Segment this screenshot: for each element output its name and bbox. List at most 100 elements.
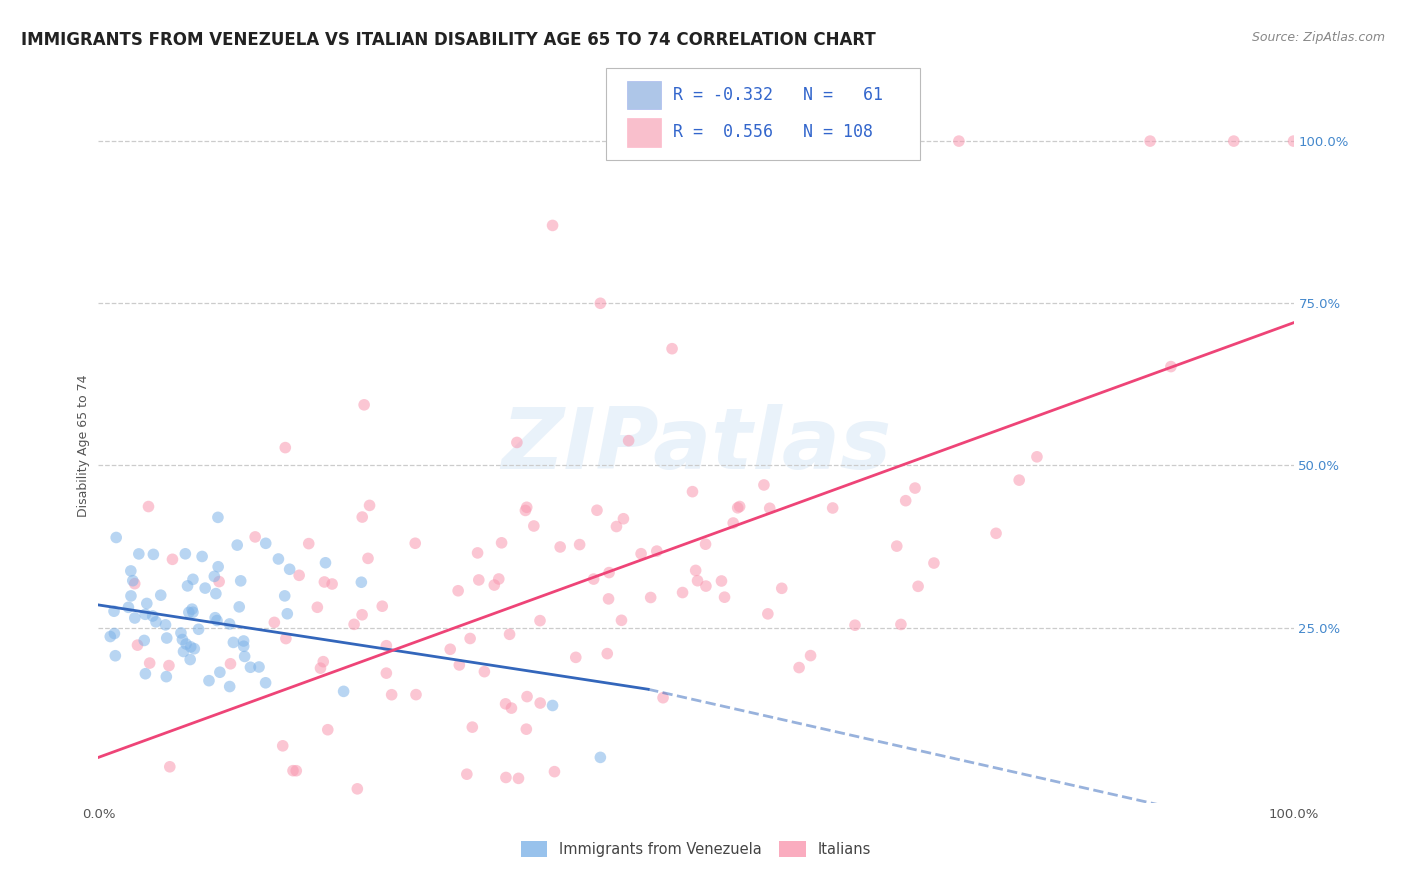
Point (288, 568, 311, 582)
Point (1160, 359, 1182, 374)
Point (523, 519, 546, 533)
Point (162, 552, 184, 566)
Point (103, 604, 125, 618)
Point (181, 572, 204, 586)
Point (467, 546, 489, 560)
Point (218, 616, 240, 631)
Point (191, 549, 214, 564)
Point (202, 569, 225, 583)
Point (278, 562, 301, 576)
Point (142, 609, 165, 624)
Point (568, 538, 591, 552)
Point (174, 547, 197, 561)
Point (138, 500, 160, 514)
Point (228, 599, 250, 614)
Point (181, 602, 204, 616)
Point (1223, 134, 1246, 148)
Point (352, 607, 374, 622)
Point (177, 606, 200, 620)
Point (157, 658, 180, 673)
Point (226, 538, 249, 552)
Point (208, 665, 231, 680)
Point (271, 739, 294, 753)
Point (172, 632, 194, 647)
Point (298, 536, 321, 550)
Point (105, 531, 128, 545)
Point (727, 500, 749, 515)
Point (180, 640, 202, 654)
Point (176, 579, 198, 593)
Point (274, 632, 297, 646)
Point (501, 701, 523, 715)
Point (468, 573, 491, 587)
Point (353, 398, 375, 412)
Point (205, 586, 228, 600)
Point (198, 673, 221, 688)
Point (135, 596, 157, 610)
Point (170, 626, 193, 640)
Point (346, 781, 368, 796)
Point (134, 633, 156, 648)
Point (948, 134, 970, 148)
Point (758, 501, 780, 516)
Point (491, 536, 513, 550)
Point (645, 544, 668, 558)
Point (155, 670, 177, 684)
Point (159, 760, 181, 774)
Point (610, 613, 633, 627)
Text: ZIPatlas: ZIPatlas (501, 404, 891, 488)
Point (179, 652, 201, 666)
Point (565, 650, 588, 665)
Point (104, 648, 127, 663)
Point (205, 614, 228, 628)
Point (543, 764, 565, 779)
Point (498, 627, 520, 641)
Point (582, 572, 605, 586)
Point (274, 589, 297, 603)
Point (117, 600, 139, 615)
Point (120, 564, 142, 578)
Point (276, 607, 298, 621)
Text: IMMIGRANTS FROM VENEZUELA VS ITALIAN DISABILITY AGE 65 TO 74 CORRELATION CHART: IMMIGRANTS FROM VENEZUELA VS ITALIAN DIS… (21, 31, 876, 49)
Legend: Immigrants from Venezuela, Italians: Immigrants from Venezuela, Italians (516, 835, 876, 863)
Point (1282, 134, 1305, 148)
Point (405, 688, 427, 702)
Point (103, 626, 125, 640)
Point (894, 493, 917, 508)
Point (1026, 450, 1049, 464)
Point (598, 591, 620, 606)
Point (274, 441, 297, 455)
Point (247, 660, 270, 674)
Point (844, 618, 866, 632)
Point (204, 610, 226, 624)
Point (254, 675, 277, 690)
Point (685, 563, 707, 577)
Point (640, 591, 662, 605)
Point (138, 656, 160, 670)
Point (381, 688, 404, 702)
Point (218, 680, 240, 694)
Point (756, 607, 779, 621)
Point (589, 296, 612, 310)
Point (695, 579, 717, 593)
Point (309, 661, 332, 675)
Point (682, 484, 704, 499)
Point (456, 767, 478, 781)
Point (721, 516, 744, 530)
Point (515, 503, 537, 517)
Point (515, 722, 537, 736)
Point (752, 478, 775, 492)
Point (890, 617, 912, 632)
Point (904, 481, 927, 495)
Point (183, 641, 205, 656)
Point (439, 642, 461, 657)
Point (458, 632, 481, 646)
Point (314, 574, 336, 589)
Point (187, 622, 209, 636)
Point (142, 548, 165, 562)
Point (134, 666, 156, 681)
Point (174, 637, 197, 651)
Point (447, 583, 470, 598)
Point (516, 500, 538, 515)
Point (541, 698, 564, 713)
